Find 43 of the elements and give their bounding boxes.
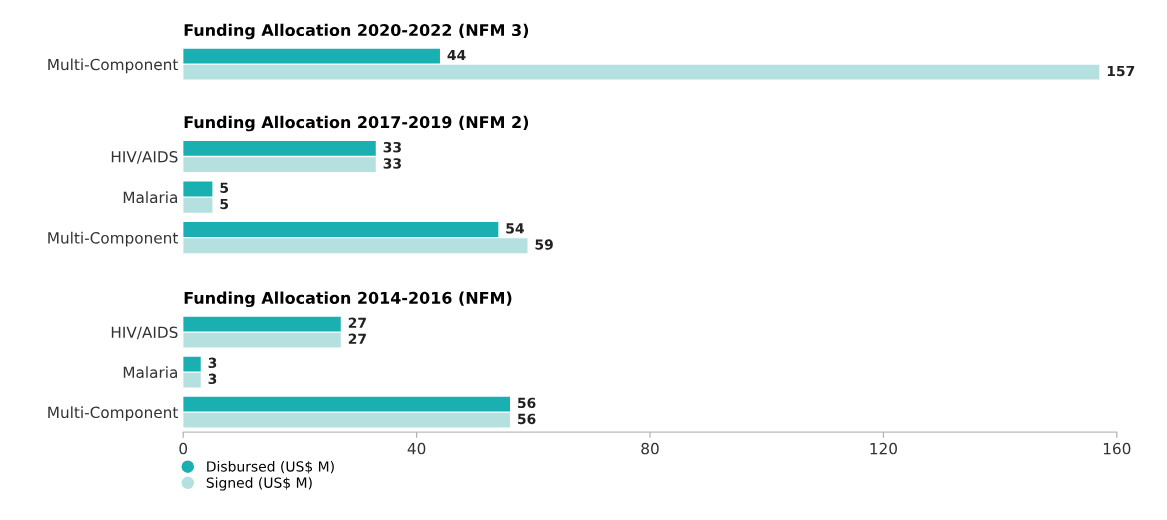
data-label: 33: [383, 158, 401, 169]
data-label: 44: [447, 49, 466, 61]
x-tick-label: 120: [870, 442, 897, 455]
bar: [183, 332, 341, 348]
bar: [183, 356, 201, 372]
data-label: 54: [506, 223, 524, 234]
x-tick-label: 0: [179, 442, 188, 455]
data-label: 27: [348, 333, 366, 344]
data-label: 59: [535, 239, 553, 250]
data-label: 56: [518, 397, 536, 409]
x-tick-label: 160: [1103, 442, 1131, 455]
data-label: 3: [208, 373, 217, 385]
y-tick-label: HIV/AIDS: [111, 150, 178, 164]
legend-label: Signed (US$ M): [206, 477, 312, 491]
y-tick-label: Multi-Component: [48, 406, 178, 422]
y-tick-label: Malaria: [123, 191, 177, 204]
chart-title: Funding Allocation 2014-2016 (NFM): [184, 291, 512, 308]
bar: [183, 372, 201, 388]
bar: [183, 197, 213, 213]
x-tick-label: 40: [407, 442, 426, 455]
bar: [183, 140, 376, 156]
bar: [183, 396, 510, 412]
y-tick-label: HIV/AIDS: [111, 326, 178, 340]
data-label: 27: [348, 317, 366, 328]
bar: [183, 222, 499, 237]
bar: [183, 238, 528, 254]
bar: [183, 157, 376, 173]
data-label: 3: [208, 357, 217, 369]
bar: [183, 181, 213, 197]
data-label: 5: [220, 198, 229, 210]
y-tick-label: Multi-Component: [48, 58, 178, 74]
data-label: 157: [1107, 65, 1135, 77]
y-tick-label: Malaria: [123, 366, 177, 379]
data-label: 33: [383, 141, 401, 153]
chart-title: Funding Allocation 2017-2019 (NFM 2): [184, 115, 529, 132]
chart-title: Funding Allocation 2020-2022 (NFM 3): [184, 23, 529, 40]
bar: [183, 412, 510, 428]
data-label: 56: [518, 413, 536, 425]
data-label: 5: [220, 182, 229, 193]
x-tick-label: 80: [641, 442, 659, 455]
legend-label: Disbursed (US$ M): [207, 460, 334, 474]
y-tick-label: Multi-Component: [48, 231, 178, 247]
bar: [183, 316, 341, 332]
